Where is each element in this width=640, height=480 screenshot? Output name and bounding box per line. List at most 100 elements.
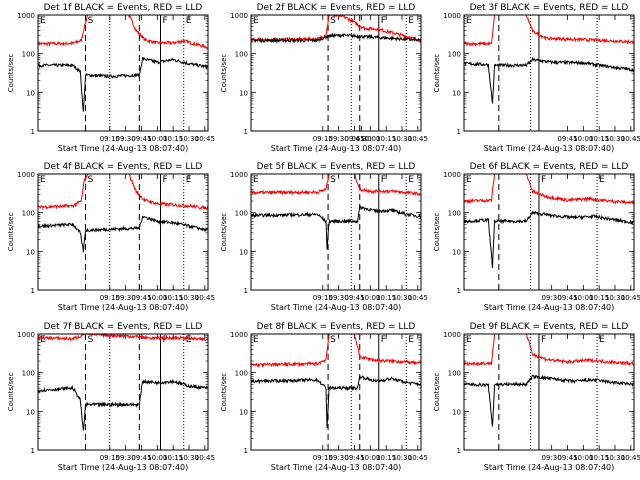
x-tick-label: 09:30: [116, 294, 136, 302]
x-tick-label: 10:15: [589, 454, 609, 462]
series-line-lld: [250, 173, 422, 197]
marker-label: E: [186, 335, 192, 345]
y-tick-label: 1000: [230, 171, 248, 179]
y-tick-label: 1: [31, 287, 35, 295]
y-tick-label: 100: [235, 51, 248, 59]
y-tick-label: 100: [448, 51, 461, 59]
marker-label: E: [186, 16, 192, 26]
y-tick-label: 10: [239, 89, 248, 97]
x-tick-label: 10:00: [360, 294, 380, 302]
marker-label: E: [599, 335, 605, 345]
x-axis-label: Start Time (24-Aug-13 08:07:40): [484, 463, 615, 472]
series-line-events: [37, 215, 209, 253]
panel-title: Det 1f BLACK = Events, RED = LLD: [44, 3, 203, 13]
panel-title: Det 4f BLACK = Events, RED = LLD: [44, 162, 203, 172]
y-tick-label: 100: [22, 210, 35, 218]
plot-frame: [37, 14, 209, 132]
marker-label: S: [88, 16, 94, 26]
x-tick-label: 10:45: [408, 454, 428, 462]
y-tick-label: 1000: [443, 331, 461, 339]
y-tick-label: 1000: [17, 171, 35, 179]
panel-title: Det 9f BLACK = Events, RED = LLD: [470, 322, 629, 332]
corner-label: E: [466, 16, 472, 26]
series-line-events: [463, 210, 635, 269]
x-tick-label: 10:15: [589, 135, 609, 143]
x-axis-label: Start Time (24-Aug-13 08:07:40): [484, 303, 615, 312]
x-tick-label: 10:45: [621, 135, 640, 143]
x-tick-label: 10:15: [376, 294, 396, 302]
series-line-events: [37, 57, 209, 112]
marker-label: S: [88, 175, 94, 185]
corner-label: E: [253, 16, 259, 26]
y-tick-label: 10: [452, 408, 461, 416]
series-line-lld: [464, 173, 635, 205]
marker-label: E: [408, 335, 414, 345]
y-tick-label: 1: [31, 128, 35, 136]
marker-label: S: [88, 335, 94, 345]
y-axis-label: Counts/sec: [7, 54, 15, 93]
y-tick-label: 100: [448, 370, 461, 378]
series-line-lld: [463, 14, 635, 48]
series-line-events: [250, 32, 422, 44]
series-line-lld: [463, 333, 635, 367]
x-tick-label: 10:00: [147, 135, 167, 143]
y-axis-label: Counts/sec: [220, 373, 228, 412]
y-tick-label: 1000: [230, 12, 248, 20]
x-tick-label: 09:15: [313, 454, 333, 462]
marker-label: F: [381, 175, 386, 185]
marker-label: F: [162, 175, 167, 185]
panel-9: Det 9f BLACK = Events, RED = LLD Counts/s…: [433, 322, 640, 472]
series-line-lld: [37, 173, 209, 211]
panel-6: Det 6f BLACK = Events, RED = LLD Counts/s…: [433, 162, 640, 312]
x-tick-label: 09:30: [329, 294, 349, 302]
x-tick-label: 10:45: [621, 294, 640, 302]
x-tick-label: 10:45: [408, 294, 428, 302]
x-tick-label: 10:45: [195, 135, 215, 143]
panel-1: Det 1f BLACK = Events, RED = LLD Counts/s…: [7, 3, 215, 153]
x-tick-label: 09:30: [542, 454, 562, 462]
series-line-lld: [37, 332, 209, 342]
y-axis-label: Counts/sec: [433, 373, 441, 412]
x-tick-label: 10:30: [605, 294, 625, 302]
panel-title: Det 6f BLACK = Events, RED = LLD: [470, 162, 629, 172]
x-tick-label: 10:30: [392, 294, 412, 302]
y-tick-label: 100: [235, 370, 248, 378]
marker-label: F: [381, 335, 386, 345]
y-axis-label: Counts/sec: [220, 213, 228, 252]
x-tick-label: 09:45: [131, 135, 151, 143]
series-line-lld: [37, 14, 209, 50]
x-tick-label: 10:30: [392, 135, 412, 143]
y-tick-label: 1000: [17, 331, 35, 339]
x-tick-label: 09:45: [344, 454, 364, 462]
x-tick-label: 09:30: [116, 454, 136, 462]
marker-label: F: [162, 335, 167, 345]
y-tick-label: 10: [26, 408, 35, 416]
y-axis-label: Counts/sec: [7, 373, 15, 412]
x-tick-label: 10:15: [163, 294, 183, 302]
x-tick-label: 09:45: [557, 454, 577, 462]
x-axis-label: Start Time (24-Aug-13 08:07:40): [58, 144, 189, 153]
x-tick-label: 10:15: [589, 294, 609, 302]
plot-frame: [250, 173, 422, 291]
x-axis-label: Start Time (24-Aug-13 08:07:40): [271, 463, 402, 472]
corner-label: E: [253, 335, 259, 345]
series-line-events: [463, 56, 635, 104]
panel-title: Det 5f BLACK = Events, RED = LLD: [257, 162, 416, 172]
x-tick-label: 10:00: [573, 454, 593, 462]
y-tick-label: 10: [26, 248, 35, 256]
y-axis-label: Counts/sec: [7, 213, 15, 252]
marker-label: E: [408, 16, 414, 26]
corner-label: E: [40, 335, 46, 345]
y-tick-label: 100: [22, 370, 35, 378]
x-tick-label: 10:00: [360, 135, 380, 143]
marker-label: E: [186, 175, 192, 185]
x-tick-label: 06:30: [351, 135, 371, 143]
series-line-lld: [250, 333, 422, 368]
plot-frame: [250, 14, 422, 132]
series-line-events: [250, 204, 422, 250]
y-tick-label: 1: [457, 128, 461, 136]
x-tick-label: 09:30: [116, 135, 136, 143]
x-tick-label: 10:45: [621, 454, 640, 462]
y-axis-label: Counts/sec: [433, 213, 441, 252]
plot-frame: [37, 333, 209, 451]
